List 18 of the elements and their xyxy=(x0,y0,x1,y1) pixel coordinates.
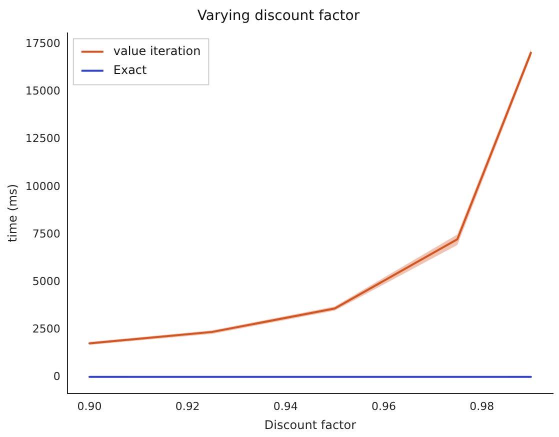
y-tick-label: 2500 xyxy=(32,322,60,336)
y-tick-label: 17500 xyxy=(25,37,60,50)
x-tick-label: 0.98 xyxy=(470,400,494,413)
y-axis-title: time (ms) xyxy=(5,184,20,242)
x-tick-label: 0.92 xyxy=(175,400,200,413)
x-axis-title: Discount factor xyxy=(264,418,356,432)
x-tick-label: 0.90 xyxy=(77,400,102,413)
legend-label: Exact xyxy=(113,62,148,77)
x-tick-label: 0.94 xyxy=(273,400,298,413)
y-tick-label: 15000 xyxy=(25,84,60,98)
x-tick-label: 0.96 xyxy=(372,400,396,413)
legend-label: value iteration xyxy=(113,44,201,58)
y-tick-label: 7500 xyxy=(32,227,60,240)
y-tick-label: 0 xyxy=(53,370,60,384)
y-tick-label: 5000 xyxy=(32,274,60,288)
chart-title: Varying discount factor xyxy=(197,8,360,24)
y-tick-label: 12500 xyxy=(25,132,60,146)
y-tick-label: 10000 xyxy=(25,180,60,193)
